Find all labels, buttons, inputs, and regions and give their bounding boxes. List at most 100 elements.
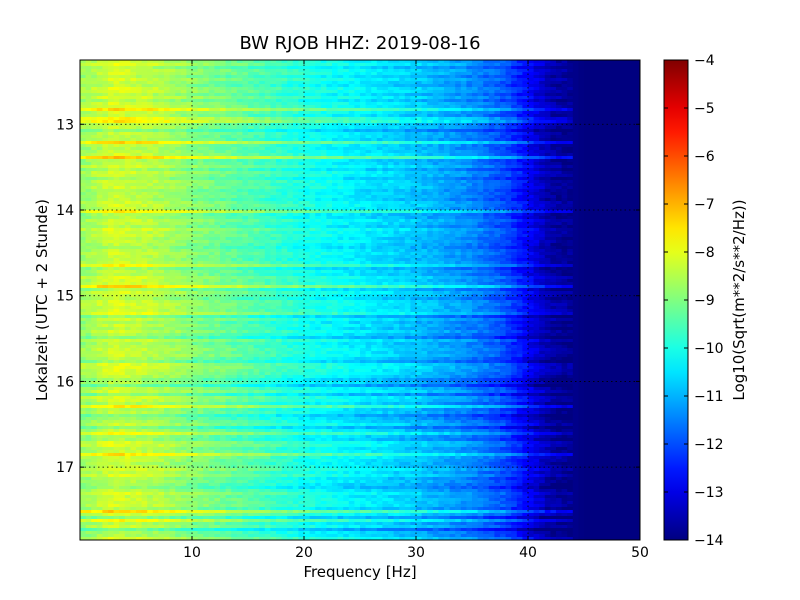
heatmap-cell (371, 66, 378, 70)
heatmap-cell (164, 132, 170, 136)
heatmap-cell (516, 120, 523, 124)
heatmap-cell (96, 96, 103, 100)
heatmap-cell (158, 120, 165, 124)
heatmap-cell (119, 75, 126, 79)
heatmap-cell (427, 114, 434, 118)
heatmap-cell (477, 78, 484, 82)
heatmap-cell (505, 108, 512, 112)
heatmap-cell (544, 207, 551, 211)
heatmap-cell (152, 141, 159, 145)
heatmap-cell (113, 72, 120, 76)
heatmap-cell (449, 135, 456, 139)
heatmap-cell (348, 207, 355, 211)
heatmap-cell (136, 168, 142, 172)
heatmap-cell (483, 183, 490, 187)
heatmap-cell (96, 102, 103, 106)
heatmap-cell (197, 198, 204, 202)
heatmap-cell (444, 189, 450, 193)
heatmap-cell (164, 138, 170, 142)
heatmap-cell (85, 99, 92, 103)
heatmap-cell (147, 198, 154, 202)
heatmap-cell (511, 102, 518, 106)
heatmap-cell (102, 189, 109, 193)
heatmap-cell (214, 141, 221, 145)
heatmap-cell (449, 204, 456, 208)
heatmap-cell (80, 102, 86, 106)
heatmap-cell (309, 135, 316, 139)
heatmap-cell (404, 186, 411, 190)
heatmap-cell (326, 84, 333, 88)
heatmap-cell (309, 201, 316, 205)
heatmap-cell (432, 108, 439, 112)
heatmap-cell (511, 168, 518, 172)
heatmap-cell (393, 204, 400, 208)
heatmap-cell (108, 93, 114, 97)
heatmap-cell (164, 153, 170, 157)
heatmap-cell (477, 129, 484, 133)
heatmap-cell (96, 171, 103, 175)
heatmap-cell (427, 177, 434, 181)
heatmap-cell (494, 204, 501, 208)
heatmap-cell (108, 114, 114, 118)
heatmap-cell (617, 123, 624, 127)
heatmap-cell (197, 186, 204, 190)
heatmap-cell (634, 150, 641, 154)
heatmap-cell (348, 144, 355, 148)
heatmap-cell (304, 189, 310, 193)
heatmap-cell (399, 63, 406, 67)
heatmap-cell (483, 102, 490, 106)
heatmap-cell (371, 126, 378, 130)
heatmap-cell (360, 129, 366, 133)
heatmap-cell (595, 144, 602, 148)
heatmap-cell (399, 204, 406, 208)
heatmap-cell (438, 126, 445, 130)
heatmap-cell (309, 147, 316, 151)
heatmap-cell (416, 120, 422, 124)
heatmap-cell (600, 93, 607, 97)
heatmap-cell (477, 69, 484, 73)
heatmap-cell (354, 87, 361, 91)
heatmap-cell (365, 147, 372, 151)
heatmap-cell (169, 111, 176, 115)
heatmap-cell (365, 102, 372, 106)
heatmap-cell (298, 126, 305, 130)
heatmap-cell (130, 183, 137, 187)
heatmap-cell (91, 93, 98, 97)
heatmap-cell (119, 204, 126, 208)
heatmap-cell (584, 78, 590, 82)
heatmap-cell (410, 117, 417, 121)
heatmap-cell (197, 171, 204, 175)
heatmap-cell (214, 78, 221, 82)
heatmap-cell (354, 120, 361, 124)
heatmap-cell (242, 111, 249, 115)
heatmap-cell (231, 129, 238, 133)
heatmap-cell (421, 156, 428, 160)
heatmap-cell (421, 189, 428, 193)
heatmap-cell (522, 159, 529, 163)
heatmap-cell (158, 159, 165, 163)
heatmap-cell (141, 138, 148, 142)
heatmap-cell (348, 204, 355, 208)
heatmap-cell (96, 87, 103, 91)
heatmap-cell (477, 81, 484, 85)
heatmap-cell (141, 93, 148, 97)
heatmap-cell (326, 126, 333, 130)
heatmap-cell (348, 63, 355, 67)
heatmap-cell (332, 63, 338, 67)
heatmap-cell (119, 87, 126, 91)
heatmap-cell (404, 141, 411, 145)
heatmap-cell (113, 60, 120, 64)
heatmap-cell (494, 153, 501, 157)
heatmap-cell (494, 63, 501, 67)
heatmap-cell (242, 60, 249, 64)
heatmap-cell (298, 81, 305, 85)
heatmap-cell (572, 99, 579, 103)
heatmap-cell (567, 81, 574, 85)
heatmap-cell (164, 66, 170, 70)
heatmap-cell (186, 72, 193, 76)
heatmap-cell (472, 171, 478, 175)
heatmap-cell (500, 135, 506, 139)
heatmap-cell (175, 204, 182, 208)
heatmap-cell (360, 186, 366, 190)
heatmap-cell (595, 159, 602, 163)
